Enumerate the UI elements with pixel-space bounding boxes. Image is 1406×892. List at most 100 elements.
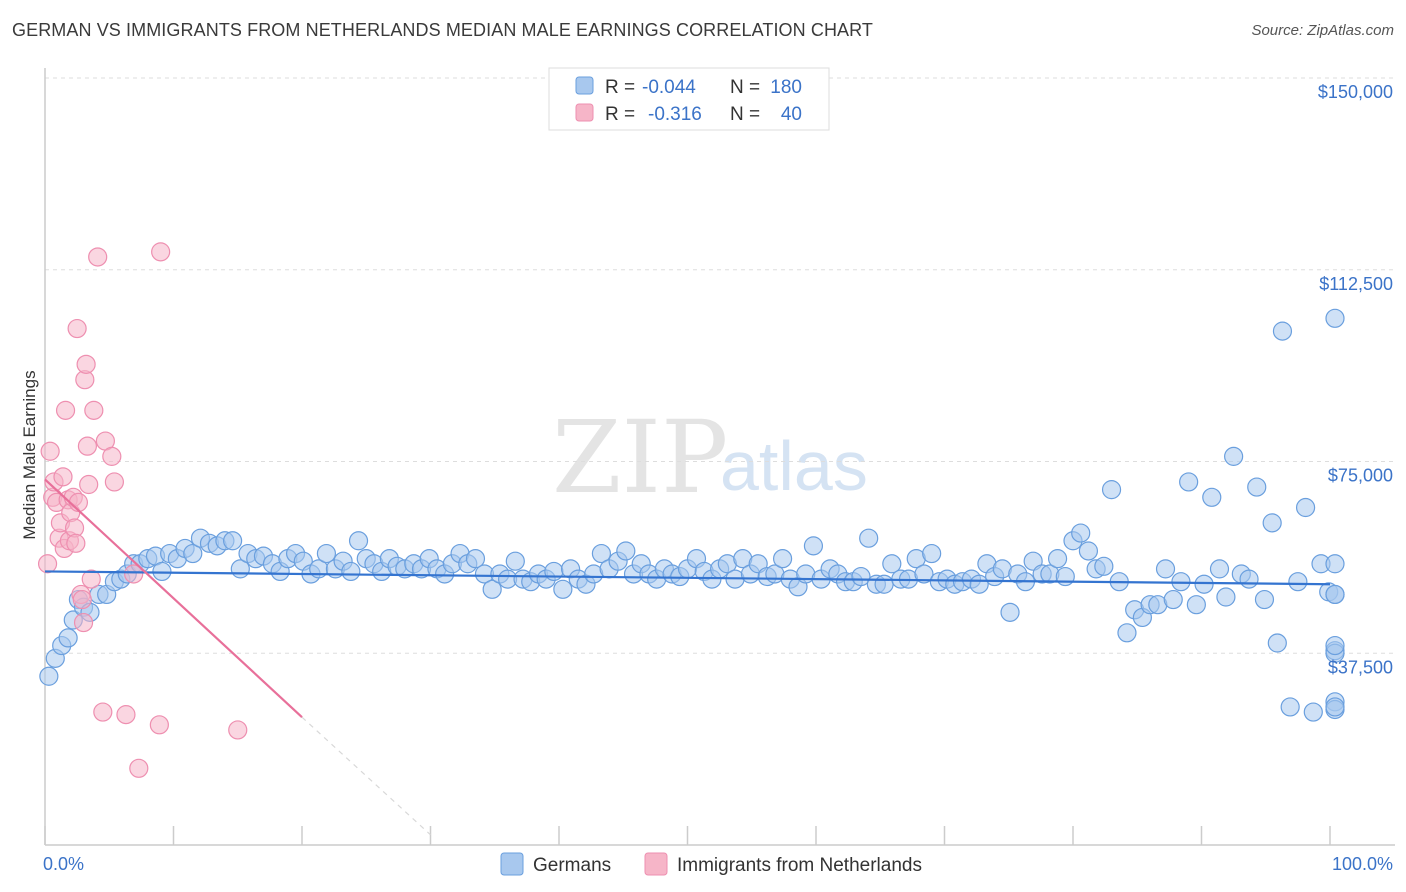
point-germans: [1094, 556, 1114, 576]
point-netherlands: [88, 247, 108, 267]
point-netherlands: [124, 564, 144, 584]
point-netherlands: [116, 705, 136, 725]
y-axis-title: Median Male Earnings: [20, 370, 39, 539]
point-germans: [482, 579, 502, 599]
point-germans: [1272, 321, 1293, 341]
trend-line-germans: [44, 570, 1331, 586]
point-germans: [348, 531, 369, 551]
point-germans: [1325, 584, 1345, 605]
watermark-zip: ZIP: [552, 399, 728, 516]
legend-n-value-germans: 180: [770, 77, 802, 98]
watermark: ZIP atlas: [552, 399, 868, 516]
point-netherlands: [67, 318, 87, 339]
source-label: Source: ZipAtlas.com: [1251, 22, 1394, 39]
point-netherlands: [93, 702, 113, 722]
point-germans: [544, 561, 564, 582]
point-netherlands: [66, 533, 86, 553]
point-germans: [1267, 633, 1287, 653]
legend-top: R = -0.044 N = 180 R = -0.316 N = 40: [548, 67, 830, 131]
point-netherlands: [228, 720, 248, 740]
point-germans: [1101, 480, 1122, 500]
point-netherlands: [77, 436, 98, 456]
point-germans: [316, 543, 337, 564]
x-tick-label-max: 100.0%: [1332, 854, 1393, 874]
point-germans: [914, 564, 934, 584]
legend-r-label-germans: R =: [605, 77, 635, 98]
point-netherlands: [129, 758, 149, 778]
point-germans: [341, 561, 361, 582]
point-germans: [465, 549, 486, 569]
legend-swatch-germans: [575, 76, 594, 95]
legend-bottom-label-netherlands: Immigrants from Netherlands: [677, 855, 922, 876]
point-germans: [591, 543, 612, 564]
trend-line-extension: [301, 716, 431, 836]
point-germans: [1325, 308, 1345, 328]
y-tick-label: $75,000: [1328, 466, 1393, 486]
point-netherlands: [73, 612, 94, 633]
point-germans: [772, 549, 793, 569]
point-germans: [1295, 497, 1316, 518]
point-germans: [859, 528, 879, 548]
point-germans: [152, 561, 172, 582]
point-germans: [1179, 472, 1199, 492]
chart-title: GERMAN VS IMMIGRANTS FROM NETHERLANDS ME…: [12, 20, 874, 40]
point-germans: [553, 579, 573, 599]
point-germans: [1155, 559, 1176, 579]
point-netherlands: [72, 589, 92, 610]
legend-bottom-swatch-netherlands: [644, 852, 668, 876]
y-tick-label: $150,000: [1318, 82, 1393, 102]
point-germans: [874, 574, 894, 594]
point-germans: [39, 666, 59, 686]
point-germans: [1325, 635, 1345, 656]
point-germans: [1280, 697, 1300, 717]
point-germans: [882, 554, 902, 574]
point-germans: [1325, 554, 1345, 574]
legend-r-label-netherlands: R =: [605, 104, 635, 125]
point-germans: [1055, 566, 1075, 587]
point-germans: [223, 531, 243, 551]
point-germans: [1000, 602, 1020, 622]
point-germans: [1288, 572, 1308, 592]
point-germans: [1202, 487, 1222, 507]
point-netherlands: [37, 554, 58, 574]
y-tick-label: $37,500: [1328, 657, 1393, 677]
point-netherlands: [81, 569, 101, 589]
point-germans: [922, 543, 942, 564]
point-germans: [1247, 477, 1267, 497]
point-germans: [1303, 702, 1323, 722]
x-tick-label-min: 0.0%: [43, 854, 84, 874]
trend-lines: [44, 478, 1331, 836]
point-germans: [1047, 549, 1068, 569]
y-tick-labels: $37,500 $75,000 $112,500 $150,000: [1318, 82, 1393, 677]
point-germans: [1216, 587, 1236, 607]
legend-n-label-netherlands: N =: [730, 104, 760, 125]
data-points: [37, 242, 1345, 778]
point-netherlands: [53, 467, 73, 487]
point-netherlands: [79, 474, 99, 495]
legend-bottom-label-germans: Germans: [533, 855, 611, 876]
legend-swatch-netherlands: [575, 103, 594, 122]
point-germans: [1224, 446, 1244, 466]
legend-n-value-netherlands: 40: [781, 104, 802, 125]
point-germans: [1186, 595, 1206, 615]
point-germans: [1254, 589, 1275, 610]
point-germans: [505, 551, 525, 571]
point-netherlands: [40, 441, 60, 461]
point-germans: [58, 628, 78, 648]
point-germans: [1239, 569, 1259, 589]
watermark-atlas: atlas: [720, 427, 868, 505]
point-germans: [1078, 541, 1099, 561]
point-netherlands: [68, 492, 89, 513]
point-netherlands: [102, 446, 122, 466]
legend-r-value-germans: -0.044: [642, 77, 696, 98]
legend-r-value-netherlands: -0.316: [648, 104, 702, 125]
y-tick-label: $112,500: [1319, 274, 1393, 294]
point-netherlands: [55, 400, 76, 420]
point-netherlands: [104, 472, 124, 492]
point-germans: [1194, 574, 1214, 594]
point-germans: [803, 536, 824, 556]
point-netherlands: [84, 400, 104, 420]
point-netherlands: [149, 715, 169, 735]
point-germans: [616, 541, 636, 561]
